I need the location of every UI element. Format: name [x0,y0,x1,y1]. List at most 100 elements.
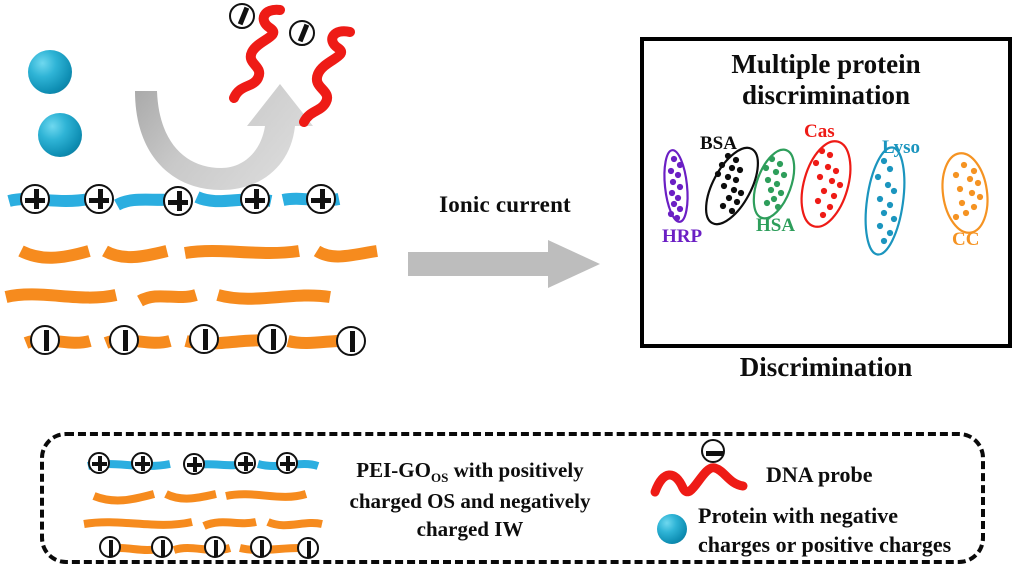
data-point [966,175,974,183]
data-point [819,211,827,219]
data-point [832,167,840,175]
sheet-layer-neutral-upper [18,245,378,264]
data-point [970,167,978,175]
data-point [776,160,784,168]
data-point [824,163,832,171]
nanochannel-schematic [0,0,620,400]
data-point [762,164,770,172]
panel-title-line2: discrimination [741,79,910,110]
circle-minus-icon [257,324,287,354]
circle-plus-icon [163,186,193,216]
legend-protein-line2: charges or positive charges [698,531,952,557]
circle-minus-icon [151,536,173,558]
data-point [668,189,676,197]
data-point [724,152,732,160]
data-point [728,164,736,172]
circle-minus-icon [109,325,139,355]
circle-minus-icon [289,20,315,46]
data-point [816,173,824,181]
data-point [820,187,828,195]
cluster-label-lyso: Lyso [882,137,921,158]
data-point [725,194,733,202]
data-point [830,192,838,200]
circle-minus-icon [204,536,226,558]
sheet-layer-neutral-lower [4,288,331,307]
data-point [968,189,976,197]
circle-plus-icon [20,184,50,214]
legend-material-description: PEI-GOOS with positively charged OS and … [320,456,620,543]
data-point [764,176,772,184]
protein-sphere-icon [28,50,72,94]
cluster-hrp [663,149,689,223]
data-point [952,213,960,221]
data-point [736,166,744,174]
data-point [952,171,960,179]
legend-dna-probe-label: DNA probe [766,462,873,487]
data-point [676,183,684,191]
data-point [674,194,682,202]
data-point [732,176,740,184]
data-point [886,201,894,209]
data-point [770,195,778,203]
data-point [814,197,822,205]
cluster-cas [800,140,852,228]
cluster-label-cc: CC [952,229,980,250]
legend-protein-label: Protein with negative charges or positiv… [698,502,988,559]
data-point [773,180,781,188]
cluster-ellipse [800,140,852,228]
circle-plus-icon [131,452,153,474]
circle-plus-icon [183,453,205,475]
discrimination-panel: Multiple protein discrimination HRP BSA HS… [640,37,1012,348]
data-point [774,203,782,211]
data-point [886,165,894,173]
dna-strand-icon [229,4,285,103]
data-point [767,186,775,194]
data-point [876,195,884,203]
protein-sphere-icon [38,113,82,157]
data-point [714,170,722,178]
cluster-label-bsa: BSA [700,133,737,154]
legend-material-subscript: OS [430,470,449,486]
dna-probe-icon [650,463,748,497]
data-point [667,167,675,175]
data-point [732,156,740,164]
data-point [962,209,970,217]
circle-plus-icon [240,184,270,214]
right-arrow-icon [408,240,600,288]
data-point [777,189,785,197]
legend-box: PEI-GOOS with positively charged OS and … [40,432,985,564]
data-point [884,181,892,189]
data-point [890,215,898,223]
circle-minus-icon [189,324,219,354]
data-point [733,198,741,206]
data-point [673,214,681,222]
data-point [974,179,982,187]
data-point [874,173,882,181]
dna-strand-icon [299,26,355,127]
circle-minus-icon [250,536,272,558]
data-point [768,155,776,163]
data-point [763,199,771,207]
data-point [970,203,978,211]
data-point [737,189,745,197]
data-point [728,207,736,215]
circle-plus-icon [88,452,110,474]
data-point [667,210,675,218]
data-point [958,199,966,207]
data-point [880,209,888,217]
cluster-scatter-plot [663,140,989,256]
legend-material-line3: charged IW [416,516,524,541]
circle-plus-icon [234,452,256,474]
data-point [960,161,968,169]
data-point [956,185,964,193]
circle-plus-icon [84,184,114,214]
data-point [772,168,780,176]
cluster-label-hrp: HRP [662,226,703,247]
legend-material-line1: PEI-GOOS with positively [320,456,620,487]
data-point [812,159,820,167]
legend-material-line1-pre: PEI-GO [356,458,431,482]
cluster-ellipse [663,149,689,223]
cluster-ellipse [941,152,989,234]
circle-minus-icon [30,325,60,355]
curved-arrow-icon [103,84,313,190]
